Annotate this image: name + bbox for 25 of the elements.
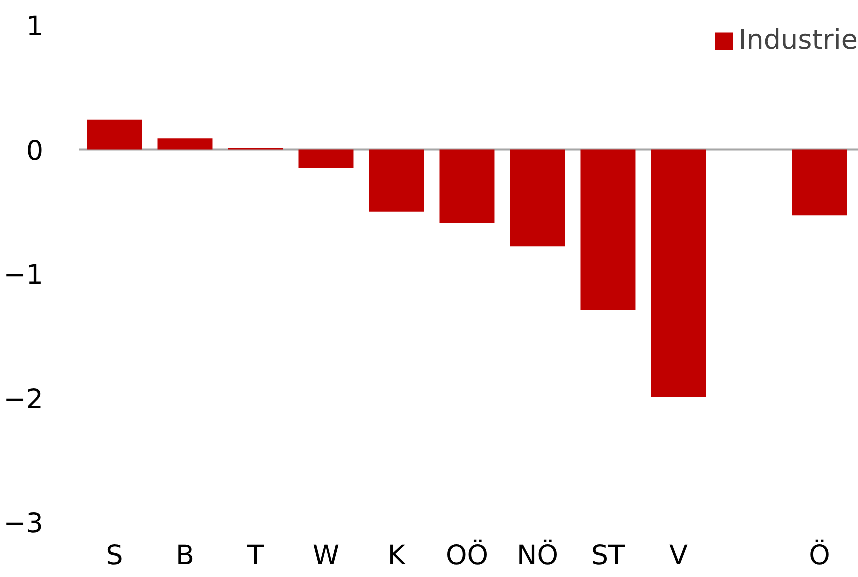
- x-tick-label: W: [312, 540, 340, 572]
- y-tick-label: 1: [26, 12, 44, 42]
- x-tick-label: Ö: [809, 540, 830, 572]
- bar: [158, 138, 213, 150]
- y-tick-label: −3: [4, 508, 44, 540]
- bar: [580, 150, 636, 310]
- y-tick-label: −2: [4, 384, 44, 416]
- bar: [369, 150, 424, 212]
- bar: [440, 150, 495, 224]
- x-tick-label: S: [106, 540, 124, 572]
- x-tick-label: T: [246, 540, 264, 572]
- x-tick-label: ST: [591, 540, 626, 572]
- bar: [651, 150, 706, 398]
- x-tick-label: V: [669, 540, 688, 572]
- bar: [87, 120, 142, 150]
- bar: [792, 150, 848, 216]
- x-tick-label: NÖ: [517, 540, 558, 572]
- y-tick-label: −1: [4, 260, 44, 291]
- y-tick-label: 0: [26, 136, 44, 167]
- bar: [298, 150, 354, 168]
- x-tick-label: K: [388, 540, 407, 572]
- bar: [510, 150, 566, 247]
- x-tick-label: B: [176, 540, 195, 572]
- x-tick-label: OÖ: [446, 540, 488, 572]
- legend-label: Industrie: [738, 25, 858, 56]
